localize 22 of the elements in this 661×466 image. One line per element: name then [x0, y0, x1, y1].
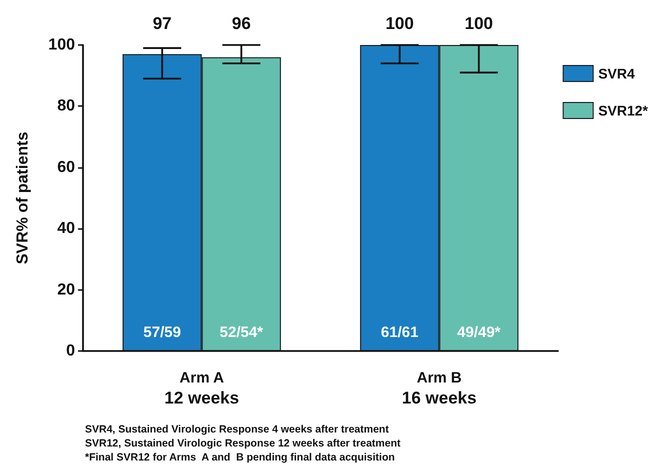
annotation: 61/61 [380, 324, 418, 342]
annotation: 49/49* [457, 324, 501, 342]
y-tick-label: 20 [57, 281, 76, 298]
legend-label: SVR4 [598, 66, 635, 82]
data-label: 100 [464, 14, 494, 33]
y-axis-title: SVR% of patients [14, 132, 32, 264]
data-label: 97 [152, 14, 172, 33]
annotation: 57/59 [143, 324, 181, 342]
text: *Final SVR12 for Arms A and B pending final data acquisition [85, 452, 395, 464]
x-tick-label: Arm A 12 weeks [164, 370, 240, 408]
y-tick-label: 0 [66, 342, 76, 360]
y-tick-label: 40 [57, 220, 76, 238]
annotation: 52/54* [220, 324, 264, 342]
y-tick-label: 100 [48, 36, 76, 54]
data-label: 96 [232, 14, 251, 33]
data-label: 100 [385, 14, 414, 33]
y-tick-label: 80 [57, 98, 76, 115]
x-tick-label: Arm B 16 weeks [402, 370, 477, 408]
legend-label: SVR12* [598, 102, 649, 118]
y-tick-label: 60 [57, 158, 76, 176]
text: SVR4, Sustained Virologic Response 4 weeks after treatment [85, 424, 390, 436]
text: SVR12, Sustained Virologic Response 12 weeks after treatment [85, 438, 402, 450]
